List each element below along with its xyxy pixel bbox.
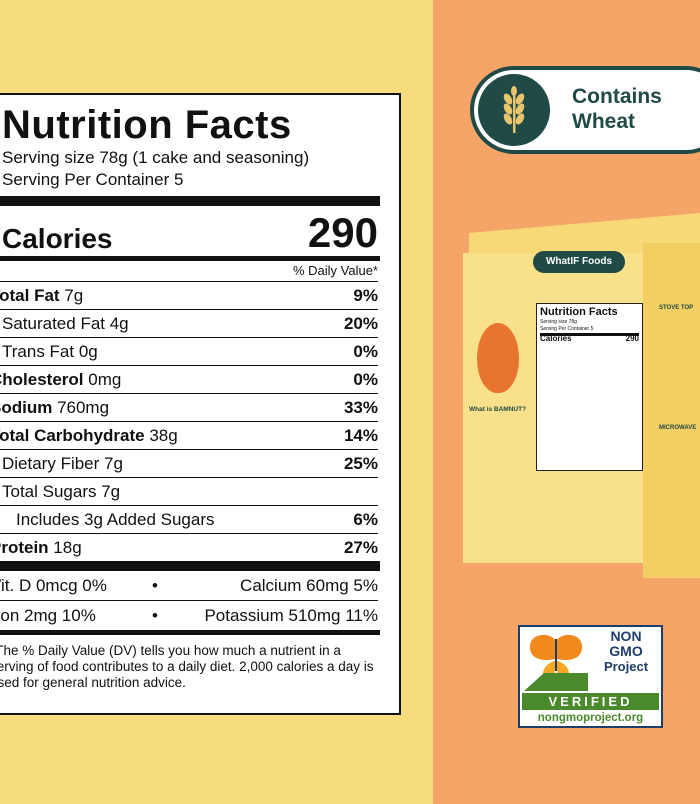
nutrient-amount: Trans Fat 0g: [2, 341, 98, 361]
butterfly-icon: [524, 634, 588, 691]
what-is-heading: What is BAMNUT?: [469, 406, 527, 413]
badge-line-1: NON: [610, 628, 642, 644]
verified-banner: VERIFIED: [522, 693, 659, 710]
vitamin-left: Iron 2mg 10%: [0, 605, 96, 625]
nutrient-amount: 7g: [59, 285, 84, 305]
nutrition-title: Nutrition Facts: [2, 103, 292, 147]
contains-wheat-badge: Contains Wheat: [470, 66, 700, 154]
nutrient-amount: 18g: [48, 537, 82, 557]
serving-size: Serving size 78g (1 cake and seasoning): [2, 148, 310, 167]
bullet: •: [152, 605, 158, 625]
nutrient-amount: Saturated Fat 4g: [2, 313, 129, 333]
non-gmo-wordmark: NON GMO Project: [592, 628, 660, 675]
calories-value: 290: [307, 209, 378, 256]
nutrient-row-sodium: Sodium 760mg 33%: [0, 394, 378, 422]
nutrient-amount: 0mg: [83, 369, 122, 389]
daily-value-header: % Daily Value*: [0, 261, 378, 282]
nutrient-dv: 27%: [343, 537, 378, 557]
nutrient-name: Total Fat: [0, 285, 60, 305]
nutrient-row-total-sugars: Total Sugars 7g: [0, 478, 378, 506]
divider-medium: [0, 630, 380, 635]
divider-thick: [0, 561, 380, 571]
nutrient-row-protein: Protein 18g 27%: [0, 534, 378, 561]
microwave-label: MICROWAVE: [659, 425, 697, 431]
nutrient-dv: 0%: [353, 369, 378, 389]
mini-servings: Serving Per Container 5: [540, 325, 594, 332]
allergen-line-1: Contains: [572, 85, 662, 108]
nutrient-dv: 33%: [343, 397, 378, 417]
vitamin-row: Iron 2mg 10% • Potassium 510mg 11%: [0, 601, 378, 630]
mini-serving-size: Serving size 78g: [540, 319, 577, 325]
nutrient-row-added-sugars: Includes 3g Added Sugars 6%: [0, 506, 378, 534]
nutrient-name: Cholesterol: [0, 369, 84, 389]
nutrient-name: Total Carbohydrate: [0, 425, 145, 445]
nutrient-amount: 760mg: [52, 397, 110, 417]
mini-calories-value: 290: [625, 334, 639, 343]
nutrient-dv: 14%: [343, 425, 378, 445]
calories-row: Calories 290: [2, 206, 378, 256]
vitamin-right: Potassium 510mg 11%: [204, 605, 378, 625]
nutrient-row-saturated-fat: Saturated Fat 4g 20%: [0, 310, 378, 338]
nutrient-name: Protein: [0, 537, 49, 557]
calories-label: Calories: [2, 223, 113, 254]
nutrient-name: Sodium: [0, 397, 53, 417]
vitamin-right: Calcium 60mg 5%: [240, 575, 378, 595]
brand-logo: WhatIF Foods: [533, 251, 625, 273]
nutrient-dv: 20%: [343, 313, 378, 333]
nutrient-row-total-carbohydrate: Total Carbohydrate 38g 14%: [0, 422, 378, 450]
mini-calories-label: Calories: [540, 334, 572, 343]
mini-calories-row: Calories 290: [540, 333, 639, 343]
product-box-image: WhatIF Foods What is BAMNUT? Nutrition F…: [463, 213, 700, 581]
stove-top-label: STOVE TOP: [659, 305, 694, 311]
badge-line-2: GMO: [609, 643, 643, 659]
bullet: •: [152, 575, 158, 595]
divider-thick: [0, 196, 380, 206]
box-side: [643, 243, 700, 578]
nutrient-row-total-fat: Total Fat 7g 9%: [0, 282, 378, 310]
nutrient-amount: 38g: [144, 425, 178, 445]
servings-per-container: Serving Per Container 5: [2, 170, 184, 189]
daily-value-footnote: *The % Daily Value (DV) tells you how mu…: [0, 643, 374, 690]
badge-line-3: Project: [603, 659, 649, 674]
mini-nutrition-title: Nutrition Facts: [540, 306, 618, 318]
nutrition-facts-label: Nutrition Facts Serving size 78g (1 cake…: [0, 93, 401, 715]
nutrient-dv: 6%: [353, 509, 378, 529]
nutrient-amount: Dietary Fiber 7g: [2, 453, 123, 473]
allergen-text: Contains Wheat: [572, 84, 662, 134]
vitamin-row: Vit. D 0mcg 0% • Calcium 60mg 5%: [0, 571, 378, 601]
divider-medium: [0, 256, 380, 261]
nutrient-row-trans-fat: Trans Fat 0g 0%: [0, 338, 378, 366]
badge-url: nongmoproject.org: [537, 712, 644, 724]
nutrient-dv: 9%: [353, 285, 378, 305]
nutrient-amount: Total Sugars 7g: [2, 481, 121, 501]
nutrient-row-cholesterol: Cholesterol 0mg 0%: [0, 366, 378, 394]
nutrient-row-dietary-fiber: Dietary Fiber 7g 25%: [0, 450, 378, 478]
nutrient-dv: 0%: [353, 341, 378, 361]
allergen-line-2: Wheat: [572, 110, 635, 133]
vitamin-left: Vit. D 0mcg 0%: [0, 575, 107, 595]
wheat-icon-circle: [478, 74, 550, 146]
nutrient-dv: 25%: [343, 453, 378, 473]
nutrient-amount: Includes 3g Added Sugars: [16, 509, 215, 529]
mini-nutrition-label: Nutrition Facts Serving size 78g Serving…: [536, 303, 643, 471]
wheat-icon: [503, 86, 525, 133]
mascot-illustration: [477, 323, 519, 393]
non-gmo-verified-badge: NON GMO Project VERIFIED nongmoproject.o…: [518, 625, 663, 728]
